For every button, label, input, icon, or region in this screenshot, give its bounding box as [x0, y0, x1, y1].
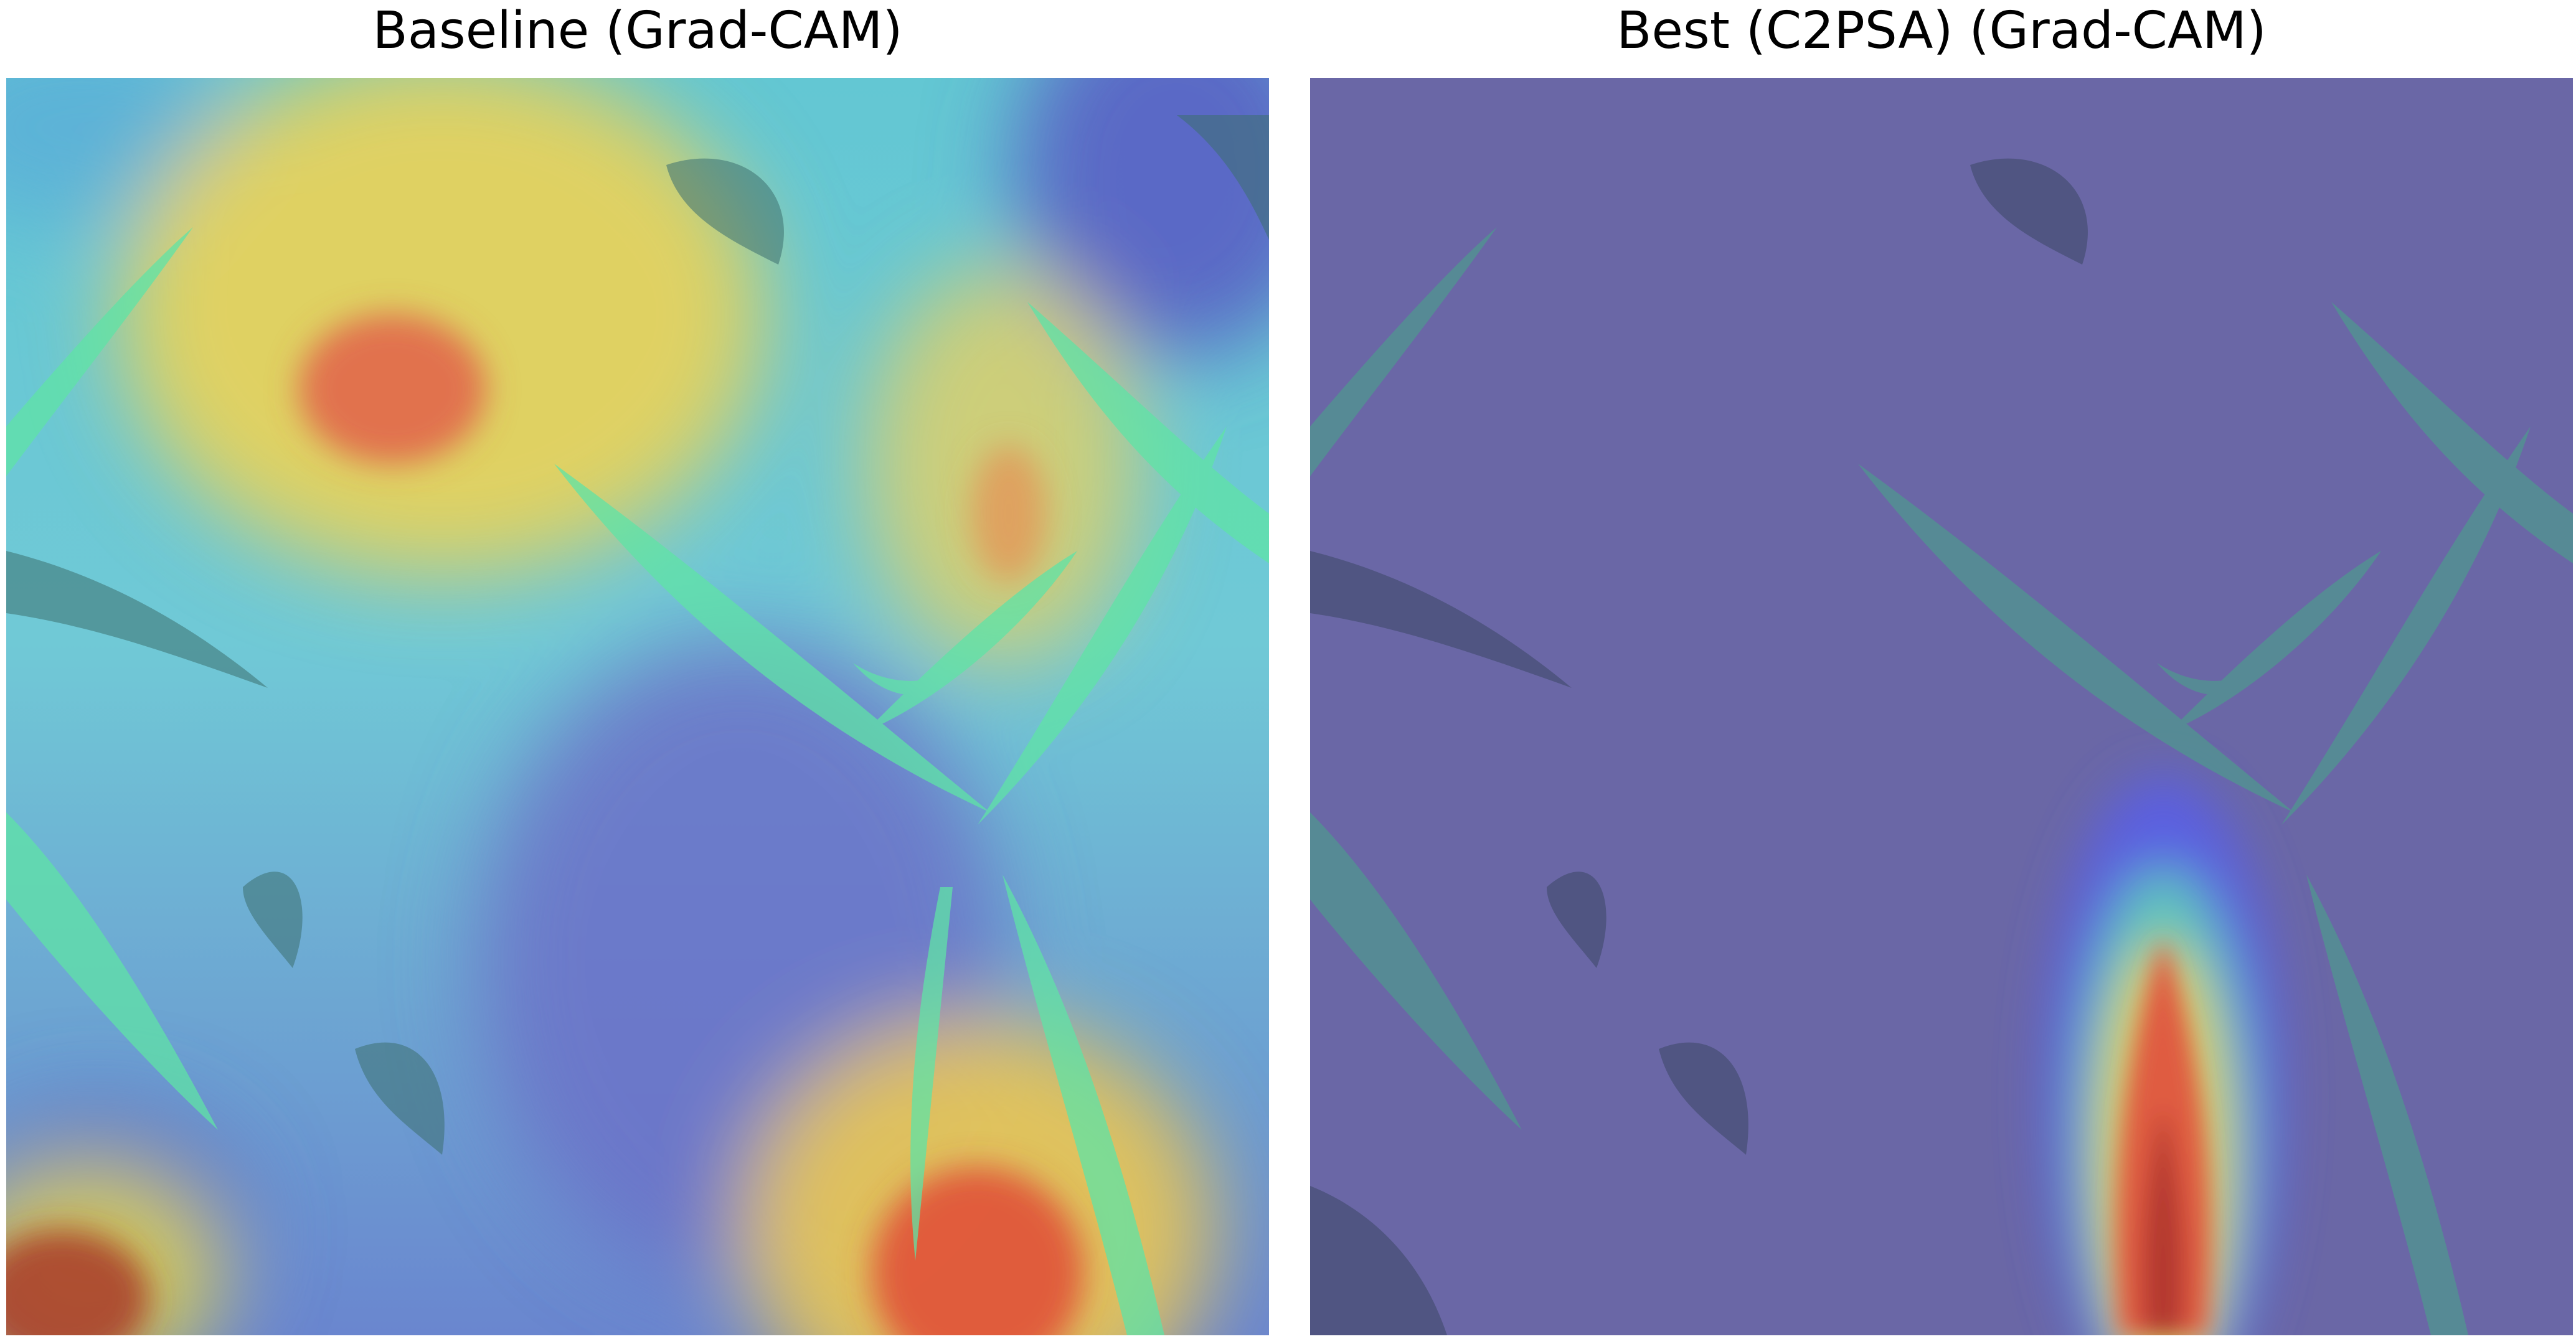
leaf-shadows	[6, 115, 1269, 1155]
leaf-shapes	[1310, 227, 2573, 1335]
baseline-gradcam-image	[6, 78, 1269, 1335]
best-c2psa-panel-title: Best (C2PSA) (Grad-CAM)	[1616, 1, 2267, 60]
best-c2psa-panel: Best (C2PSA) (Grad-CAM)	[1310, 0, 2573, 1344]
best-c2psa-heatmap-overlay	[1310, 78, 2573, 1335]
baseline-heatmap-overlay	[6, 78, 1269, 1335]
baseline-panel-title: Baseline (Grad-CAM)	[372, 1, 903, 60]
baseline-panel: Baseline (Grad-CAM)	[6, 0, 1269, 1344]
best-c2psa-gradcam-image	[1310, 78, 2573, 1335]
leaf-shadows	[1310, 158, 2088, 1335]
leaf-shapes	[6, 227, 1269, 1335]
